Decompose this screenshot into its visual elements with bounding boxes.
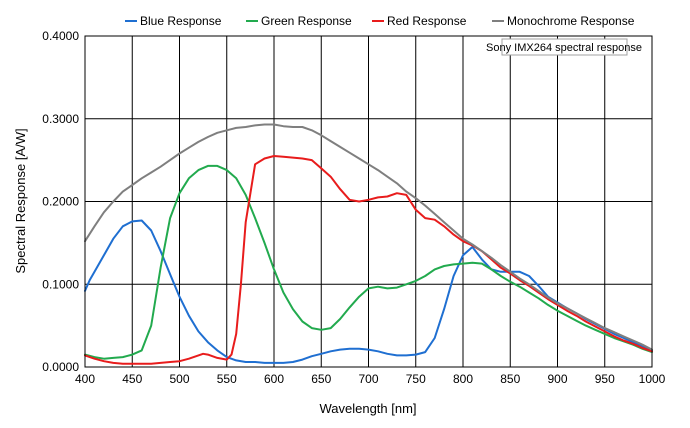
blue-response-legend-label: Blue Response	[140, 14, 222, 28]
annotation-box: Sony IMX264 spectral response	[486, 38, 642, 56]
grid	[85, 36, 652, 367]
series-lines	[84, 123, 653, 365]
x-tick-label: 550	[217, 372, 237, 386]
x-tick-label: 850	[500, 372, 520, 386]
monochrome-response-line	[84, 123, 653, 351]
monochrome-response-legend-label: Monochrome Response	[507, 14, 635, 28]
y-tick-label: 0.1000	[42, 277, 79, 291]
x-axis-label: Wavelength [nm]	[319, 401, 416, 416]
x-tick-label: 400	[75, 372, 95, 386]
x-tick-label: 950	[595, 372, 615, 386]
x-tick-label: 1000	[639, 372, 666, 386]
red-response-legend-label: Red Response	[387, 14, 467, 28]
annotation-text: Sony IMX264 spectral response	[486, 42, 642, 54]
legend: Blue Response Green Response Red Response M…	[125, 14, 635, 28]
red-response-line	[84, 155, 653, 365]
x-tick-label: 750	[406, 372, 426, 386]
y-axis-label: Spectral Response [A/W]	[13, 128, 28, 273]
x-tick-label: 600	[264, 372, 284, 386]
axis-ticks: 400 450 500 550 600 650 700 750 800 850 900 950 1000…	[42, 29, 665, 386]
x-tick-label: 650	[311, 372, 331, 386]
green-response-line	[84, 164, 653, 360]
y-tick-label: 0.0000	[42, 360, 79, 374]
x-tick-label: 900	[547, 372, 567, 386]
y-tick-label: 0.2000	[42, 195, 79, 209]
green-response-legend-label: Green Response	[261, 14, 352, 28]
y-tick-label: 0.4000	[42, 29, 79, 43]
annotation-frame	[501, 38, 628, 56]
y-tick-label: 0.3000	[42, 112, 79, 126]
x-tick-label: 800	[453, 372, 473, 386]
x-tick-label: 500	[169, 372, 189, 386]
x-tick-label: 450	[122, 372, 142, 386]
x-tick-label: 700	[358, 372, 378, 386]
plot-area-frame	[84, 35, 653, 368]
